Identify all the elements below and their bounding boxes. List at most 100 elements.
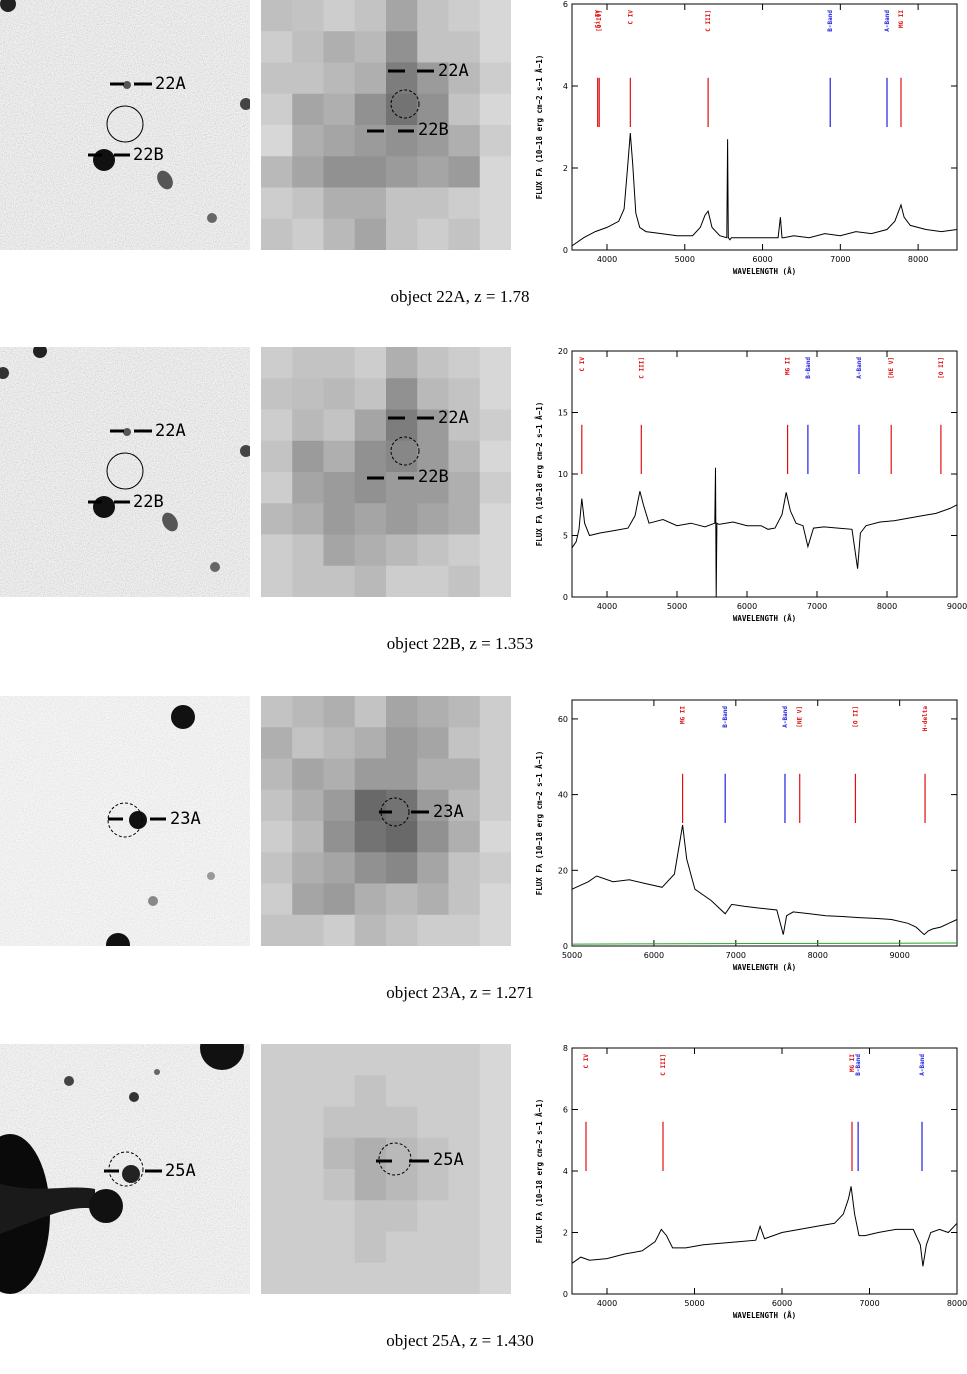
xray-pixel xyxy=(448,1044,481,1076)
xray-pixel xyxy=(448,472,481,504)
y-tick-label: 4 xyxy=(563,82,568,91)
xray-pixel xyxy=(386,914,418,946)
xray-pixel xyxy=(261,727,293,759)
xray-pixel xyxy=(354,31,387,63)
line-label: C III] xyxy=(705,10,712,32)
x-tick-label: 4000 xyxy=(597,255,617,264)
xray-pixel xyxy=(479,1169,511,1201)
xray-pixel xyxy=(386,0,418,32)
xray-pixel xyxy=(479,821,511,853)
x-tick-label: 7000 xyxy=(726,951,746,960)
label-22B: 22B xyxy=(133,492,164,512)
star xyxy=(210,562,220,572)
panel-22B: 22A 22B 22A 22B 4000 5000 6000 7000 8000 9000… xyxy=(0,347,967,677)
line-label: [O II] xyxy=(938,357,945,379)
line-label: C IV xyxy=(583,1054,590,1069)
xray-pixel xyxy=(261,125,293,157)
xray-pixel xyxy=(448,1106,481,1139)
x-tick-label: 7000 xyxy=(807,602,827,611)
xray-pixel xyxy=(417,914,449,946)
y-tick-label: 0 xyxy=(563,1290,568,1299)
xray-pixel xyxy=(354,727,387,759)
xray-pixel xyxy=(479,1044,511,1076)
x-tick-label: 4000 xyxy=(597,602,617,611)
xray-pixel xyxy=(386,378,418,410)
plot-frame xyxy=(571,1047,958,1295)
spectrum-chart-22B: 4000 5000 6000 7000 8000 9000 0 5 10 15 20 WAVELENG… xyxy=(535,347,967,623)
xray-pixel xyxy=(323,503,356,535)
source-22A xyxy=(123,81,131,89)
x-tick-label: 9000 xyxy=(947,602,967,611)
line-label: A-Band xyxy=(856,357,863,379)
xray-pixel xyxy=(417,789,449,822)
spectrum-line xyxy=(571,824,958,936)
xray-pixel xyxy=(354,758,387,791)
star xyxy=(200,1044,244,1070)
xray-pixel xyxy=(292,409,324,442)
xray-pixel xyxy=(292,534,324,567)
xray-pixel xyxy=(448,727,481,759)
label-25A: 25A xyxy=(165,1161,196,1181)
y-tick-label: 60 xyxy=(558,715,568,724)
xray-pixel xyxy=(479,156,511,188)
xray-pixel xyxy=(448,565,481,597)
xray-pixel xyxy=(479,1231,511,1264)
plot-frame xyxy=(571,699,958,947)
error-circle xyxy=(380,797,410,827)
xray-pixel xyxy=(386,534,418,567)
source-22B xyxy=(93,496,115,518)
spectrum-line xyxy=(571,942,958,945)
xray-pixel xyxy=(354,503,387,535)
xray-pixel xyxy=(261,1262,293,1294)
line-label: [NE V] xyxy=(888,357,895,379)
xray-pixel xyxy=(354,883,387,916)
xray-pixel xyxy=(292,472,324,504)
xray-pixel xyxy=(448,156,481,188)
xray-pixel xyxy=(292,1075,324,1107)
xray-pixel xyxy=(292,565,324,597)
xray-pixel xyxy=(323,565,356,597)
xray-pixel xyxy=(323,1262,356,1294)
xray-pixel xyxy=(479,565,511,597)
panel-25A: 25A 25A 4000 5000 6000 7000 8000 0 2 4 6 8 WAVELEN… xyxy=(0,1044,967,1374)
y-tick-label: 2 xyxy=(563,1229,568,1238)
star xyxy=(33,347,47,358)
line-label: [O II] xyxy=(852,706,859,728)
xray-pixel xyxy=(448,347,481,379)
xray-pixel xyxy=(261,1044,293,1076)
xray-pixel xyxy=(354,565,387,597)
xray-pixel xyxy=(323,378,356,410)
label-22B: 22B xyxy=(418,120,449,140)
xray-pixel xyxy=(292,1231,324,1264)
xray-pixel xyxy=(323,409,356,442)
xray-pixel xyxy=(386,1044,418,1076)
xray-pixel xyxy=(261,347,293,379)
line-label: A-Band xyxy=(884,10,891,32)
line-label: A-Band xyxy=(782,706,789,728)
line-label: MG II xyxy=(680,706,687,724)
figure-caption: object 25A, z = 1.430 xyxy=(386,1331,534,1350)
line-label: [NE V] xyxy=(797,706,804,728)
x-tick-label: 8000 xyxy=(877,602,897,611)
xray-pixel xyxy=(417,218,449,250)
xray-pixel xyxy=(448,218,481,250)
star xyxy=(207,213,217,223)
xray-pixel xyxy=(354,1231,387,1264)
line-label: B-Band xyxy=(805,357,812,379)
x-tick-label: 5000 xyxy=(675,255,695,264)
x-tick-label: 6000 xyxy=(752,255,772,264)
xray-pixel xyxy=(448,821,481,853)
xray-pixel xyxy=(354,1137,387,1170)
xray-pixel xyxy=(292,1169,324,1201)
xray-image-22A: 22A 22B xyxy=(261,0,511,250)
x-axis-label: WAVELENGTH (Å) xyxy=(733,614,796,623)
xray-pixel xyxy=(479,187,511,220)
star xyxy=(171,705,195,729)
x-tick-label: 8000 xyxy=(908,255,928,264)
xray-pixel xyxy=(386,187,418,220)
label-22A: 22A xyxy=(155,74,186,94)
xray-pixel xyxy=(292,883,324,916)
xray-pixel xyxy=(261,565,293,597)
xray-pixel xyxy=(354,1106,387,1139)
xray-pixel xyxy=(448,696,481,728)
